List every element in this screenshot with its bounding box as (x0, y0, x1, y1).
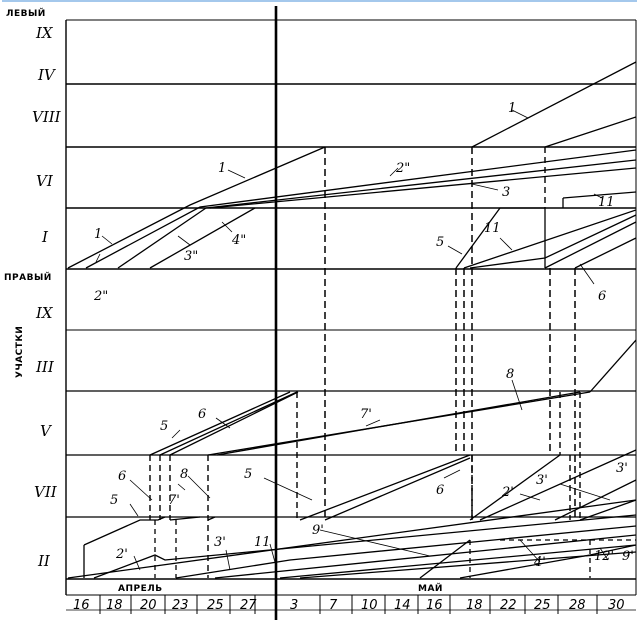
left-section-label: IV (37, 66, 57, 84)
line-label: 8 (506, 367, 514, 382)
right-section-label: VII (34, 483, 58, 501)
line-label: 3' (616, 461, 628, 476)
month-label-bg (112, 580, 190, 593)
line-label: 4' (533, 555, 546, 570)
date-label: 7 (329, 598, 338, 613)
line-label: 5 (436, 235, 444, 250)
line-label: 3" (184, 249, 198, 264)
line-label: 11 (484, 221, 501, 236)
date-label: 16 (426, 598, 443, 613)
line-label: 5 (244, 467, 252, 482)
line-label: 2" (93, 289, 108, 304)
right-section-label: III (35, 358, 55, 376)
left-section-label: I (41, 228, 49, 246)
date-label: 10 (361, 598, 378, 613)
month-label-bg (410, 580, 444, 593)
date-label: 3 (290, 598, 298, 613)
line-label: 9' (622, 549, 634, 564)
line-label: 2' (115, 547, 128, 562)
date-label: 18 (466, 598, 483, 613)
right-section-label: II (37, 552, 51, 570)
line-label: 5 (160, 419, 168, 434)
right-section-label: V (40, 422, 53, 440)
left-section-label: VIII (32, 108, 62, 126)
line-label: 3' (536, 473, 548, 488)
right-section-label: IX (35, 304, 54, 322)
month-april: АПРЕЛЬ (118, 584, 163, 594)
date-label: 18 (106, 598, 123, 613)
date-label: 25 (207, 598, 224, 613)
frame (65, 19, 637, 611)
date-label: 28 (569, 598, 586, 613)
line-label: 1 (508, 101, 516, 116)
line-label: 12' (594, 549, 614, 564)
line-label: 7' (168, 493, 180, 508)
line-label: 2" (395, 161, 410, 176)
line-label: 5 (110, 493, 118, 508)
left-schedule-lines (67, 61, 637, 520)
line-label: 11 (598, 195, 615, 210)
line-label: 6 (598, 289, 606, 304)
date-label: 27 (240, 598, 257, 613)
left-section-label: VI (36, 172, 54, 190)
date-ticks (99, 595, 598, 614)
date-label: 25 (534, 598, 551, 613)
month-may: МАЙ (418, 582, 443, 594)
line-label: 6 (198, 407, 206, 422)
group-right-label: ПРАВЫЙ (4, 271, 52, 283)
line-label: 8 (180, 467, 188, 482)
line-label: 9' (312, 523, 324, 538)
axis-label: УЧАСТКИ (15, 326, 25, 378)
date-label: 16 (73, 598, 90, 613)
date-label: 23 (172, 598, 189, 613)
date-label: 14 (394, 598, 411, 613)
line-label: 7' (360, 407, 372, 422)
line-label: 6 (436, 483, 444, 498)
line-label: 3 (502, 185, 510, 200)
line-label: 2' (501, 485, 514, 500)
label-leaders (95, 109, 611, 571)
right-schedule-lines (67, 339, 637, 579)
line-label: 3' (214, 535, 226, 550)
line-label: 1 (218, 161, 226, 176)
group-left-label: ЛЕВЫЙ (6, 7, 46, 19)
line-label: 1 (94, 227, 102, 242)
date-label: 20 (140, 598, 157, 613)
line-label: 11 (254, 535, 271, 550)
date-label: 22 (500, 598, 517, 613)
line-label: 4" (231, 233, 246, 248)
line-label: 6 (118, 469, 126, 484)
section-gridlines (66, 83, 636, 518)
left-section-label: IX (35, 24, 54, 42)
date-label: 30 (608, 598, 625, 613)
